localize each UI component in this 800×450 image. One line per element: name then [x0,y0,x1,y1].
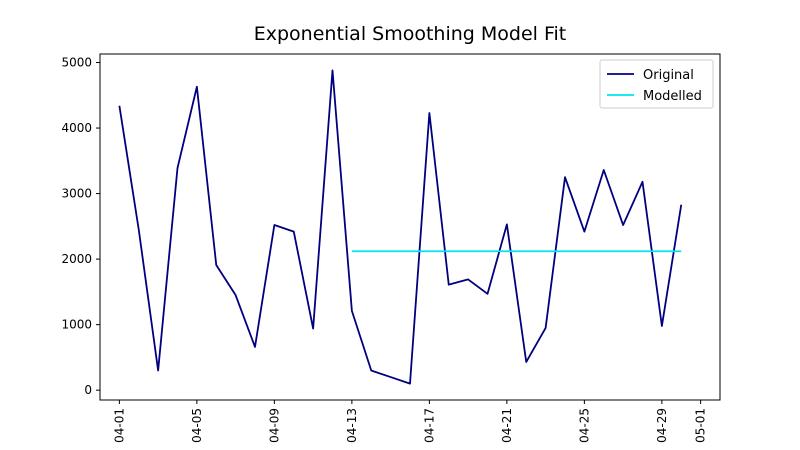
x-axis: 04-01 04-05 04-09 04-13 04-17 04-21 04-25 04-29… [112,400,708,443]
y-tick-label: 1000 [61,318,92,332]
x-tick-label: 05-01 [694,408,708,443]
series-line-original [118,69,683,385]
x-tick-label: 04-13 [345,408,359,443]
x-tick-label: 04-21 [500,408,514,443]
y-axis: 0 1000 2000 3000 4000 5000 [61,56,100,397]
x-tick-label: 04-17 [422,408,436,443]
chart-title: Exponential Smoothing Model Fit [254,23,567,45]
y-tick-label: 3000 [61,187,92,201]
legend-box [599,59,714,109]
x-tick-label: 04-09 [267,408,281,443]
y-tick-label: 0 [84,383,92,397]
legend-label: Original [643,68,694,83]
x-tick-label: 04-05 [190,408,204,443]
series-layer [118,69,683,385]
y-tick-label: 4000 [61,121,92,135]
x-tick-label: 04-01 [112,408,126,443]
x-tick-label: 04-29 [655,408,669,443]
y-tick-label: 2000 [61,252,92,266]
plot-area-frame [99,53,721,401]
legend-label: Modelled [643,89,702,104]
legend: Original Modelled [599,59,714,109]
y-tick-label: 5000 [61,56,92,70]
x-tick-label: 04-25 [577,408,591,443]
